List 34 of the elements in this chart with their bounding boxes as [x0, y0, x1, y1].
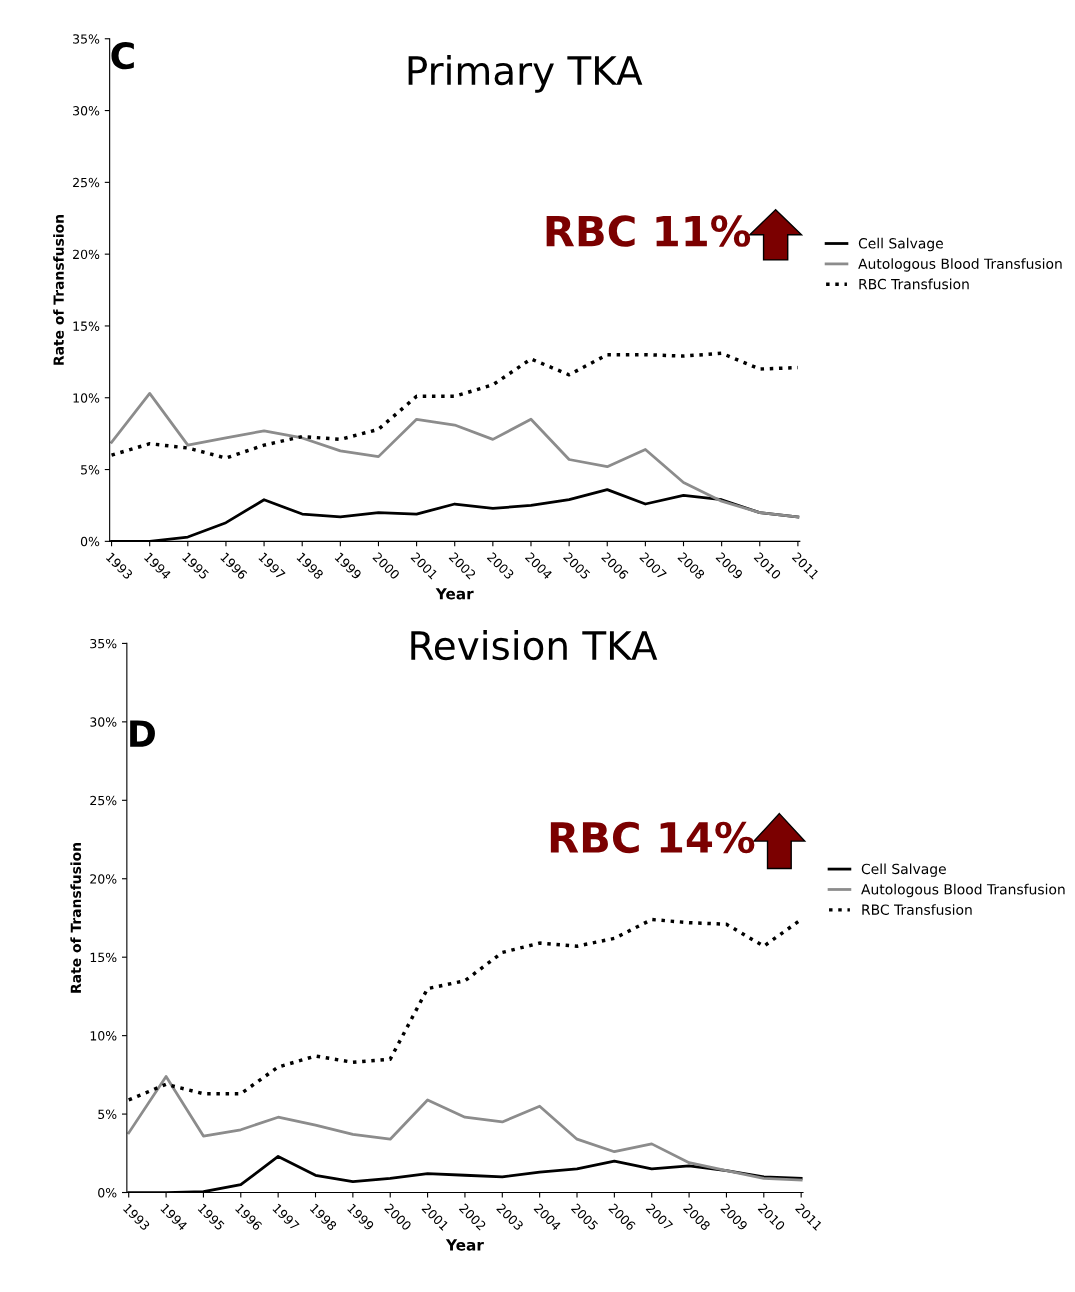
y-tick-label: 15% [90, 952, 117, 963]
annotation: RBC 14% [550, 821, 755, 854]
y-tick-label: 0% [98, 1187, 117, 1198]
y-tick-label: 15% [73, 321, 100, 331]
y-tick-label: 0% [80, 536, 100, 547]
y-tick-label: 25% [90, 795, 117, 806]
x-axis-title: Year [445, 1239, 484, 1251]
legend-label: Autologous Blood Transfusion [861, 883, 1065, 898]
x-axis-title: Year [435, 588, 474, 600]
chart-title: Primary TKA [408, 55, 643, 93]
legend-label: Cell Salvage [858, 237, 943, 252]
y-tick-label: 35% [73, 34, 100, 44]
annotation: RBC 11% [546, 215, 751, 247]
legend-label: RBC Transfusion [862, 904, 972, 915]
annotation: D [130, 720, 155, 747]
line-series [127, 1075, 803, 1182]
y-tick-label: 10% [90, 1031, 117, 1041]
y-tick-label: 30% [73, 106, 100, 116]
y-axis-title: Rate of Transfusion [53, 215, 64, 365]
legend-label: Cell Salvage [861, 863, 946, 877]
y-tick-label: 5% [81, 465, 100, 475]
chart-title: Revision TKA [411, 630, 658, 661]
legend-label: Autologous Blood Transfusion [858, 258, 1062, 272]
y-tick-label: 20% [90, 874, 117, 884]
annotation: C [111, 42, 134, 70]
y-tick-label: 35% [90, 638, 117, 649]
line-series [110, 392, 800, 519]
y-tick-label: 20% [73, 249, 100, 260]
y-tick-label: 10% [73, 393, 100, 403]
y-tick-label: 5% [98, 1109, 117, 1119]
legend-label: RBC Transfusion [859, 278, 969, 290]
y-tick-label: 25% [73, 177, 100, 188]
y-tick-label: 30% [90, 717, 117, 727]
y-axis-title: Rate of Transfusion [70, 843, 82, 993]
